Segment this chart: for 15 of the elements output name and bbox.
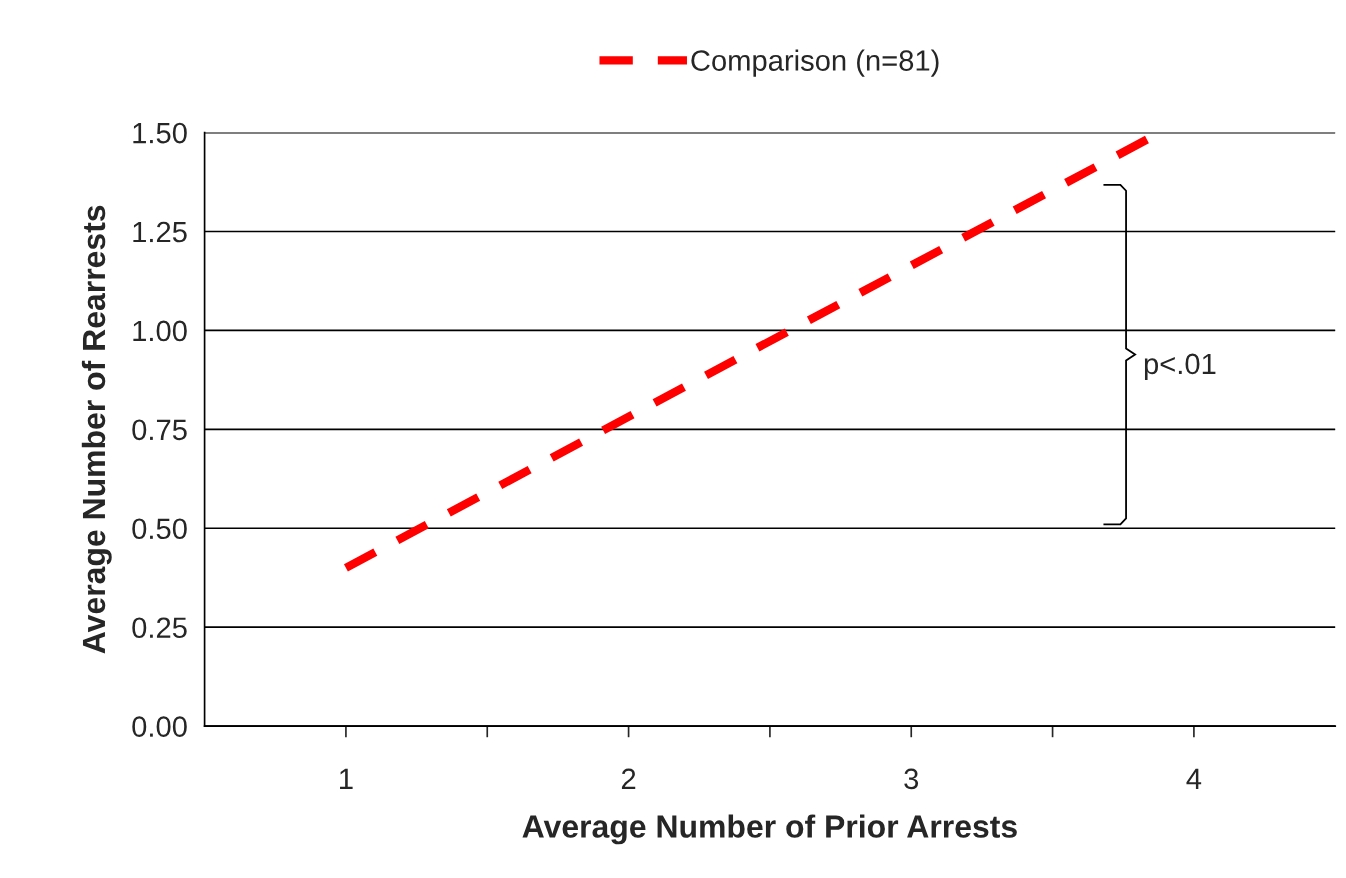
y-tick-label: 1.25 bbox=[133, 221, 187, 243]
x-tick-label: 4 bbox=[1186, 768, 1202, 789]
x-axis-title: Average Number of Prior Arrests bbox=[522, 814, 1017, 845]
y-tick-label: 0.00 bbox=[132, 716, 187, 737]
x-tick-label: 2 bbox=[621, 768, 636, 789]
y-tick-label: 1.00 bbox=[133, 320, 187, 342]
y-tick-label: 0.75 bbox=[132, 419, 187, 441]
annotation: p<.01 bbox=[1144, 353, 1216, 381]
y-tick-label: 0.50 bbox=[132, 518, 187, 540]
legend-label: Comparison (n=81) bbox=[691, 49, 939, 77]
y-axis-title: Average Number of Rearrests bbox=[81, 205, 112, 654]
x-tick-label: 3 bbox=[904, 768, 919, 790]
x-tick-label: 1 bbox=[340, 768, 353, 789]
y-tick-label: 0.25 bbox=[132, 617, 187, 639]
y-tick-label: 1.50 bbox=[133, 122, 187, 144]
